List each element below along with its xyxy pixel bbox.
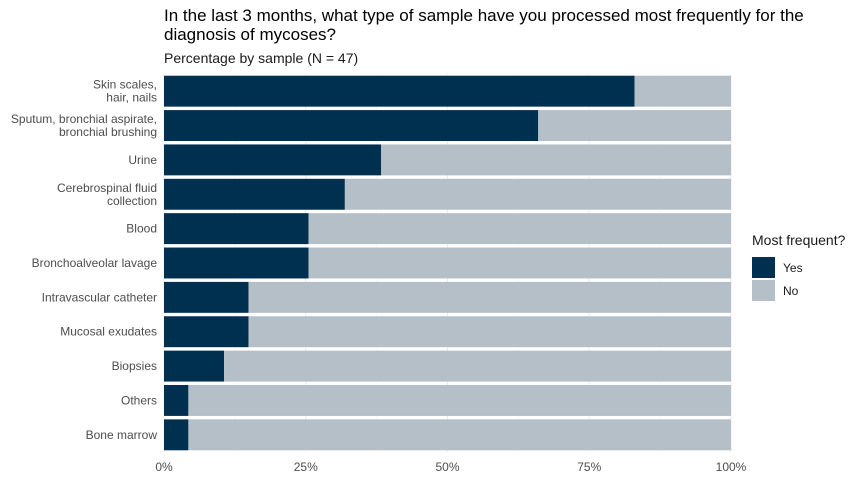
y-tick-label: Sputum, bronchial aspirate, bronchial bru…: [11, 112, 157, 139]
y-tick-label: Cerebrospinal fluid collection: [57, 181, 157, 208]
legend-label-yes: Yes: [783, 260, 803, 275]
bar-no-4: [308, 213, 731, 245]
y-tick-label: Urine: [128, 153, 157, 167]
legend-title: Most frequent?: [752, 232, 846, 248]
bar-yes-3: [164, 178, 345, 210]
bar-yes-4: [164, 213, 309, 245]
x-tick-label: 0%: [155, 460, 173, 474]
bar-no-8: [224, 350, 732, 382]
x-tick-label: 75%: [577, 460, 601, 474]
y-tick-label: Intravascular catheter: [42, 290, 157, 304]
legend-label-no: No: [783, 283, 799, 298]
bar-yes-0: [164, 75, 635, 107]
bar-yes-5: [164, 247, 309, 279]
y-tick-label: Bone marrow: [86, 428, 158, 442]
bar-yes-6: [164, 281, 249, 313]
y-tick-label: Biopsies: [112, 359, 157, 373]
chart-subtitle: Percentage by sample (N = 47): [164, 50, 359, 66]
bar-no-2: [381, 144, 731, 176]
bar-no-3: [344, 178, 731, 210]
x-tick-label: 50%: [435, 460, 459, 474]
legend: Most frequent? Yes No: [752, 232, 845, 302]
x-tick-label: 100%: [716, 460, 747, 474]
legend-item-no: No: [752, 279, 845, 302]
bar-yes-8: [164, 350, 225, 382]
bar-no-9: [188, 384, 732, 416]
bars-layer: [164, 75, 732, 451]
bar-yes-1: [164, 110, 539, 142]
bar-no-5: [308, 247, 731, 279]
x-tick-label: 25%: [294, 460, 318, 474]
y-tick-label: Bronchoalveolar lavage: [32, 256, 158, 270]
bar-no-7: [248, 316, 731, 348]
bar-no-10: [188, 419, 732, 451]
y-tick-label: Mucosal exudates: [60, 325, 157, 339]
x-axis-labels: 0% 25% 50% 75% 100%: [155, 460, 746, 474]
y-tick-label: Others: [121, 393, 157, 407]
y-axis-labels: Skin scales, hair, nails Sputum, bronchial…: [11, 78, 157, 442]
bar-yes-10: [164, 419, 189, 451]
bar-no-6: [248, 281, 731, 313]
chart-title: In the last 3 months, what type of sampl…: [164, 6, 804, 44]
bar-yes-2: [164, 144, 382, 176]
legend-swatch-no: [752, 280, 775, 301]
bar-no-1: [538, 110, 731, 142]
y-tick-label: Skin scales, hair, nails: [93, 78, 157, 105]
bar-yes-9: [164, 384, 189, 416]
legend-item-yes: Yes: [752, 256, 845, 279]
bar-yes-7: [164, 316, 249, 348]
bar-no-0: [634, 75, 731, 107]
y-tick-label: Blood: [126, 222, 157, 236]
legend-swatch-yes: [752, 257, 775, 278]
